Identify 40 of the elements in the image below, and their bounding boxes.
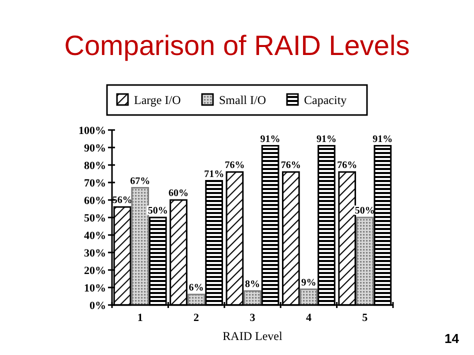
data-label: 76%: [337, 160, 358, 171]
data-label: 71%: [204, 168, 224, 180]
x-tick-label: 4: [306, 312, 312, 324]
y-tick-label: 30%: [84, 247, 106, 260]
data-label: 91%: [372, 134, 393, 145]
x-tick-label: 2: [194, 312, 200, 324]
data-label: 91%: [316, 134, 336, 145]
data-label: 91%: [260, 134, 280, 145]
text: 14: [444, 331, 460, 346]
x-tick-label: 3: [250, 312, 256, 324]
bar: [356, 216, 374, 306]
data-label: 76%: [224, 160, 245, 171]
chart-title: Comparison of RAID Levels: [64, 30, 410, 61]
data-label: 50%: [148, 206, 168, 216]
y-tick-label: 90%: [84, 142, 106, 154]
y-tick-label: 40%: [84, 230, 106, 242]
y-tick-label: 80%: [84, 160, 106, 172]
y-tick-label: 20%: [84, 264, 106, 277]
y-tick-label: 70%: [84, 177, 106, 190]
y-tick-label: 0%: [90, 300, 106, 312]
legend-label: Large I/O: [134, 93, 182, 107]
data-label: 9%: [301, 277, 316, 288]
data-label: 60%: [168, 188, 189, 199]
x-tick-label: 5: [362, 312, 368, 324]
data-label: 56%: [112, 195, 132, 206]
bar: [244, 290, 262, 306]
y-tick-label: 10%: [84, 282, 106, 294]
x-axis-title: RAID Level: [222, 329, 283, 343]
y-tick-label: 100%: [78, 124, 106, 137]
data-label: 67%: [130, 176, 150, 187]
y-tick-label: 50%: [84, 212, 106, 224]
data-label: 6%: [188, 282, 204, 294]
y-tick-label: 60%: [84, 194, 106, 207]
legend-label: Capacity: [304, 93, 347, 107]
bar: [131, 187, 150, 306]
x-tick-label: 1: [137, 312, 143, 324]
bar: [300, 288, 318, 306]
legend-label: Small I/O: [219, 93, 266, 107]
data-label: 76%: [280, 160, 301, 171]
data-label: 8%: [245, 279, 260, 290]
